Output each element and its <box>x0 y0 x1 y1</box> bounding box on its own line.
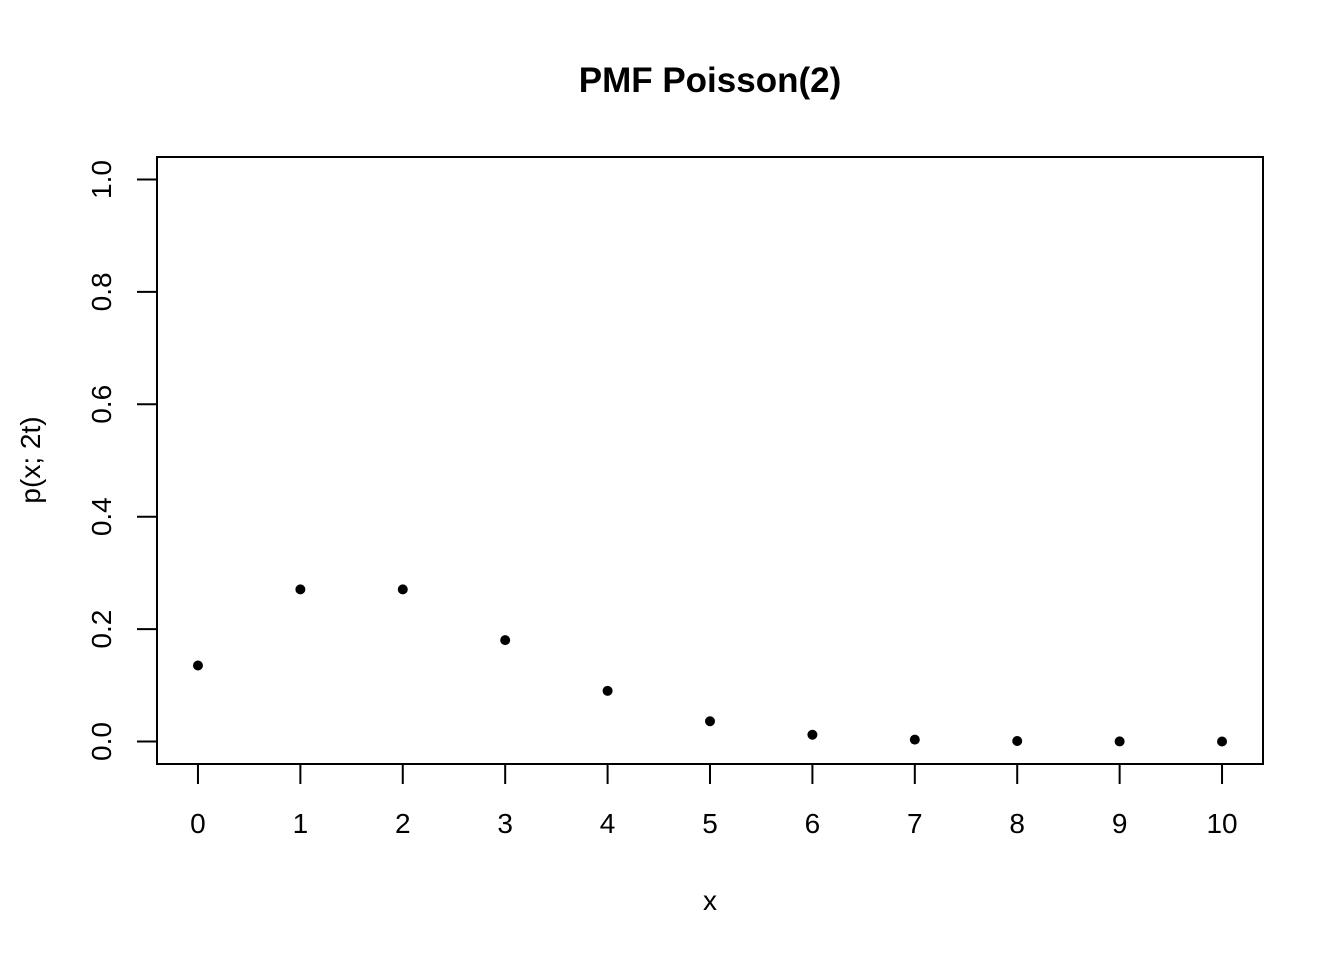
x-axis: 0 1 2 3 4 5 6 7 8 9 10 <box>190 763 1238 839</box>
data-point <box>500 635 511 646</box>
x-tick-label: 1 <box>293 808 309 839</box>
data-point <box>602 685 613 696</box>
x-tick-label: 2 <box>395 808 411 839</box>
x-tick-label: 6 <box>805 808 821 839</box>
y-tick-label: 0.6 <box>86 385 117 424</box>
data-points <box>192 584 1228 747</box>
x-tick-label: 4 <box>600 808 616 839</box>
x-tick-label: 9 <box>1112 808 1128 839</box>
x-tick-label: 8 <box>1009 808 1025 839</box>
data-point <box>807 729 818 740</box>
y-tick-label: 0.8 <box>86 272 117 311</box>
data-point <box>295 584 306 595</box>
data-point <box>1012 736 1023 747</box>
x-tick-label: 0 <box>190 808 206 839</box>
x-tick-label: 3 <box>497 808 513 839</box>
data-point <box>705 716 715 727</box>
y-tick-label: 0.4 <box>86 497 117 536</box>
y-tick-label: 0.2 <box>86 610 117 649</box>
chart-title: PMF Poisson(2) <box>579 61 842 100</box>
plot-area-frame <box>156 156 1264 765</box>
y-axis-label: p(x; 2t) <box>15 416 46 503</box>
y-tick-label: 1.0 <box>86 160 117 199</box>
y-tick-label: 0.0 <box>86 722 117 761</box>
data-point <box>192 660 203 671</box>
x-tick-label: 5 <box>702 808 718 839</box>
data-point <box>397 584 408 595</box>
x-axis-label: x <box>703 885 717 916</box>
data-point <box>1114 736 1125 747</box>
data-point <box>1217 736 1228 747</box>
x-tick-label: 7 <box>907 808 923 839</box>
x-tick-label: 10 <box>1206 808 1237 839</box>
y-axis: 0.0 0.2 0.4 0.6 0.8 1.0 <box>86 160 158 761</box>
data-point <box>909 734 920 745</box>
